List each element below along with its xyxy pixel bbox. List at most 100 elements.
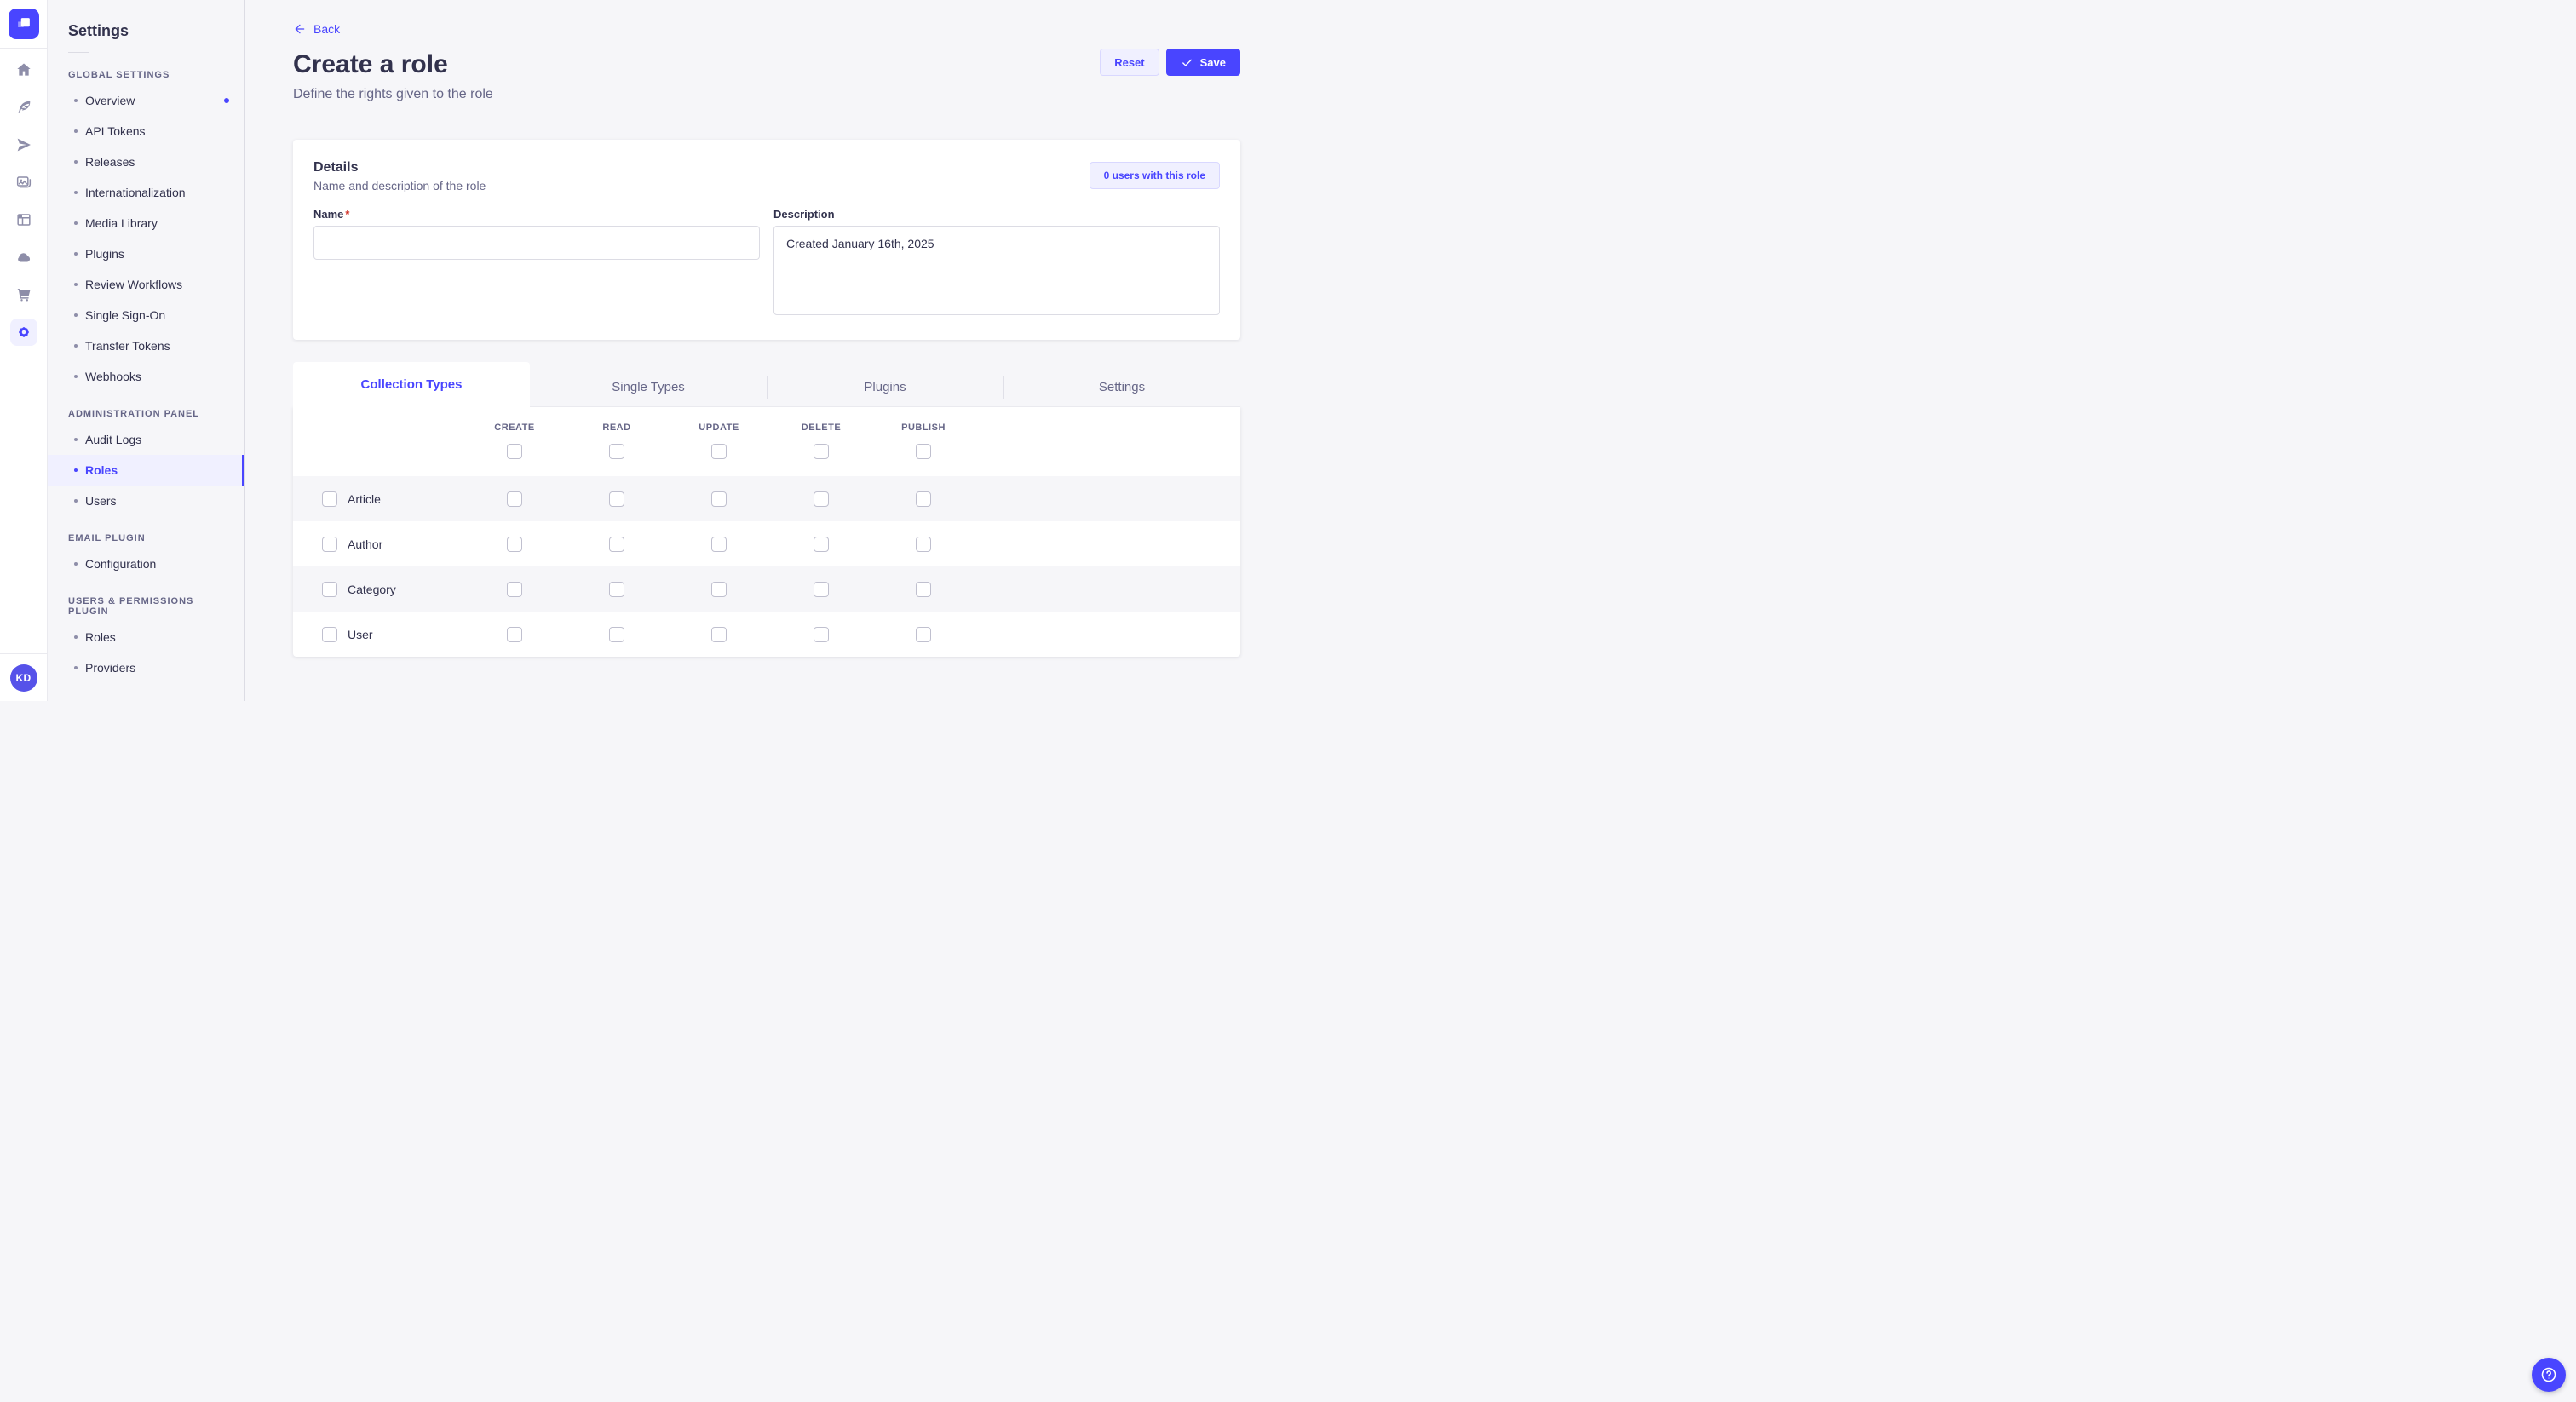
- settings-sidebar: Settings GLOBAL SETTINGS Overview API Toke…: [48, 0, 245, 701]
- select-all-read-checkbox[interactable]: [609, 444, 624, 459]
- name-input[interactable]: [313, 226, 760, 260]
- bullet-icon: [74, 252, 78, 256]
- bullet-icon: [74, 635, 78, 639]
- select-all-delete-checkbox[interactable]: [814, 444, 829, 459]
- rail-divider: [0, 653, 47, 654]
- category-delete-checkbox[interactable]: [814, 581, 829, 597]
- bullet-icon: [74, 313, 78, 317]
- sidebar-item-single-sign-on[interactable]: Single Sign-On: [48, 300, 244, 330]
- save-button[interactable]: Save: [1165, 49, 1240, 76]
- paper-plane-icon[interactable]: [10, 131, 37, 158]
- author-read-checkbox[interactable]: [609, 536, 624, 552]
- column-header-create: Create: [494, 422, 535, 433]
- sidebar-item-review-workflows[interactable]: Review Workflows: [48, 269, 244, 300]
- sidebar-item-roles[interactable]: Roles: [48, 455, 244, 486]
- author-publish-checkbox[interactable]: [916, 536, 931, 552]
- feather-icon[interactable]: [10, 94, 37, 121]
- article-publish-checkbox[interactable]: [916, 491, 931, 507]
- sidebar-item-api-tokens[interactable]: API Tokens: [48, 116, 244, 147]
- description-textarea[interactable]: Created January 16th, 2025: [773, 226, 1220, 315]
- permissions-table: Create Read Update Delete Publish Article Aut…: [293, 407, 1240, 657]
- bullet-icon: [74, 129, 78, 133]
- bullet-icon: [74, 375, 78, 378]
- users-with-role-button[interactable]: 0 users with this role: [1089, 162, 1220, 189]
- check-icon: [1182, 59, 1192, 66]
- back-link[interactable]: Back: [293, 22, 340, 36]
- bullet-icon: [74, 283, 78, 286]
- page-title: Create a role: [293, 50, 448, 78]
- category-create-checkbox[interactable]: [507, 581, 522, 597]
- layout-icon[interactable]: [10, 206, 37, 233]
- sidebar-item-label: API Tokens: [85, 124, 146, 138]
- strapi-logo[interactable]: [8, 9, 39, 39]
- author-select-checkbox[interactable]: [322, 536, 337, 552]
- sidebar-item-users[interactable]: Users: [48, 486, 244, 516]
- sidebar-item-transfer-tokens[interactable]: Transfer Tokens: [48, 330, 244, 361]
- bullet-icon: [74, 499, 78, 503]
- sidebar-item-plugins[interactable]: Plugins: [48, 238, 244, 269]
- article-select-checkbox[interactable]: [322, 491, 337, 507]
- user-delete-checkbox[interactable]: [814, 626, 829, 642]
- sidebar-item-releases[interactable]: Releases: [48, 147, 244, 177]
- sidebar-item-overview[interactable]: Overview: [48, 85, 244, 116]
- row-label: User: [348, 627, 373, 641]
- home-icon[interactable]: [10, 56, 37, 83]
- media-library-icon[interactable]: [10, 169, 37, 196]
- bullet-icon: [74, 468, 78, 472]
- main-content: Back Create a role Reset Save Define the…: [245, 0, 1288, 701]
- category-select-checkbox[interactable]: [322, 581, 337, 597]
- category-read-checkbox[interactable]: [609, 581, 624, 597]
- category-update-checkbox[interactable]: [711, 581, 727, 597]
- select-all-create-checkbox[interactable]: [507, 444, 522, 459]
- help-button[interactable]: [2532, 1358, 2566, 1392]
- row-label: Author: [348, 537, 383, 551]
- sidebar-item-label: Providers: [85, 661, 136, 675]
- tab-single-types[interactable]: Single Types: [530, 368, 767, 407]
- main-nav-rail: KD: [0, 0, 48, 701]
- user-publish-checkbox[interactable]: [916, 626, 931, 642]
- article-delete-checkbox[interactable]: [814, 491, 829, 507]
- sidebar-item-audit-logs[interactable]: Audit Logs: [48, 424, 244, 455]
- author-update-checkbox[interactable]: [711, 536, 727, 552]
- tab-collection-types[interactable]: Collection Types: [293, 362, 530, 407]
- sidebar-item-label: Review Workflows: [85, 278, 183, 291]
- sidebar-section-email-plugin: EMAIL PLUGIN: [68, 533, 146, 543]
- select-all-update-checkbox[interactable]: [711, 444, 727, 459]
- select-all-publish-checkbox[interactable]: [916, 444, 931, 459]
- author-delete-checkbox[interactable]: [814, 536, 829, 552]
- sidebar-item-configuration[interactable]: Configuration: [48, 549, 244, 579]
- sidebar-item-webhooks[interactable]: Webhooks: [48, 361, 244, 392]
- sidebar-item-media-library[interactable]: Media Library: [48, 208, 244, 238]
- permissions-panel: Collection Types Single Types Plugins Setti…: [293, 362, 1240, 657]
- user-select-checkbox[interactable]: [322, 626, 337, 642]
- user-create-checkbox[interactable]: [507, 626, 522, 642]
- reset-button[interactable]: Reset: [1100, 49, 1159, 76]
- sidebar-item-label: Users: [85, 494, 117, 508]
- sidebar-item-label: Roles: [85, 630, 116, 644]
- cart-icon[interactable]: [10, 281, 37, 308]
- settings-icon[interactable]: [9, 319, 37, 346]
- sidebar-title: Settings: [68, 22, 129, 39]
- tab-plugins[interactable]: Plugins: [767, 368, 1003, 407]
- article-read-checkbox[interactable]: [609, 491, 624, 507]
- tab-settings[interactable]: Settings: [1003, 368, 1240, 407]
- article-create-checkbox[interactable]: [507, 491, 522, 507]
- sidebar-section-administration-panel: ADMINISTRATION PANEL: [68, 409, 200, 419]
- category-publish-checkbox[interactable]: [916, 581, 931, 597]
- sidebar-item-roles[interactable]: Roles: [48, 622, 244, 652]
- sidebar-item-providers[interactable]: Providers: [48, 652, 244, 683]
- save-label: Save: [1199, 55, 1226, 69]
- permissions-table-header: Create Read Update Delete Publish: [293, 407, 1240, 476]
- sidebar-item-label: Internationalization: [85, 186, 186, 199]
- user-read-checkbox[interactable]: [609, 626, 624, 642]
- rail-icon-nav: [9, 49, 37, 346]
- user-update-checkbox[interactable]: [711, 626, 727, 642]
- details-card: Details Name and description of the role…: [293, 140, 1240, 340]
- sidebar-item-internationalization[interactable]: Internationalization: [48, 177, 244, 208]
- sidebar-item-label: Media Library: [85, 216, 158, 230]
- table-row-category: Category: [293, 566, 1240, 612]
- article-update-checkbox[interactable]: [711, 491, 727, 507]
- user-avatar[interactable]: KD: [9, 664, 37, 692]
- author-create-checkbox[interactable]: [507, 536, 522, 552]
- cloud-icon[interactable]: [10, 244, 37, 271]
